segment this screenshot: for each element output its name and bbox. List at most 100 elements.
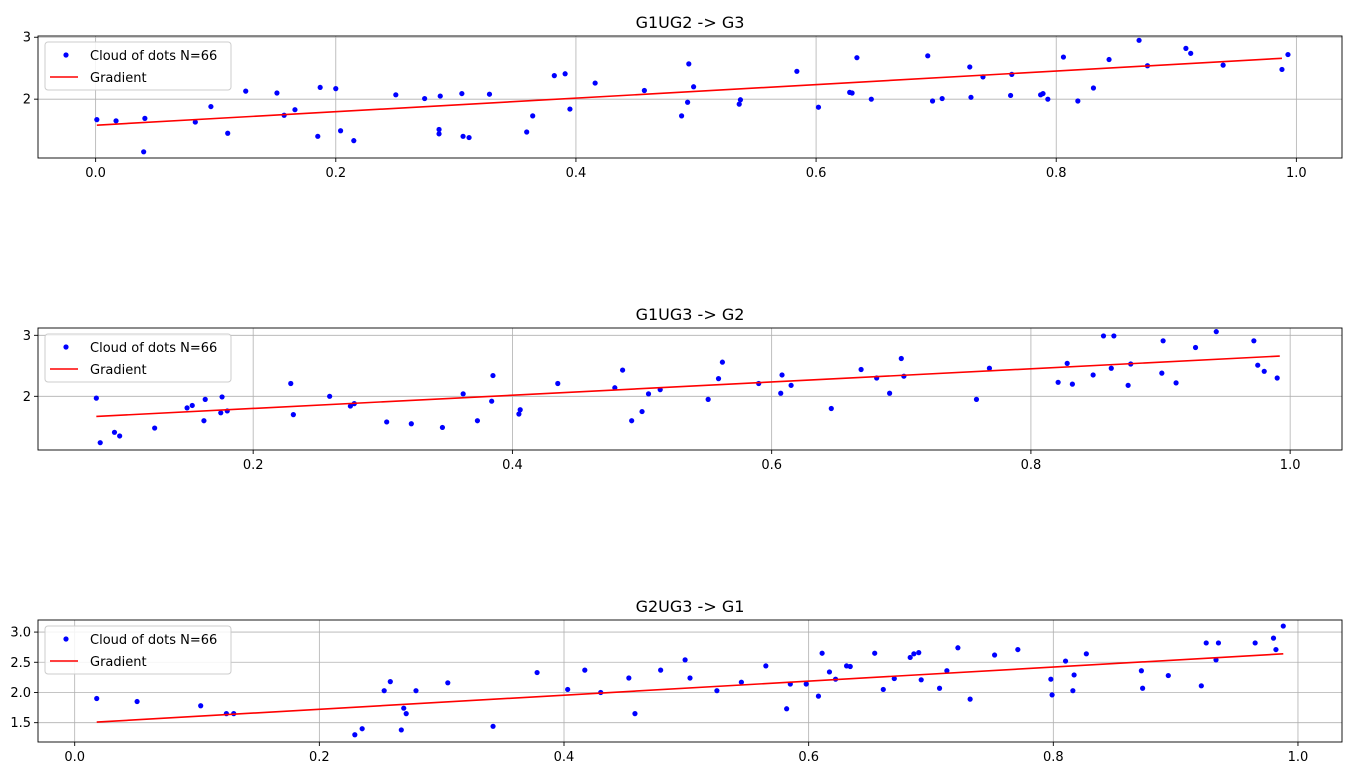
data-point [562,71,568,77]
legend: Cloud of dots N=66 Gradient [44,625,232,675]
data-point [387,679,393,685]
data-point [327,393,333,399]
data-point [490,372,496,379]
legend-dot-marker [63,52,69,58]
data-point [1252,640,1258,646]
data-point [117,433,123,439]
data-point [445,680,451,686]
x-tick-label: 0.8 [1021,458,1042,473]
data-point [639,408,645,415]
gradient-line [96,57,1283,126]
data-point [1015,646,1021,653]
data-point [315,133,321,139]
gradient-line [96,653,1284,723]
data-point [1183,45,1189,51]
data-point [401,705,407,711]
data-point [351,138,357,144]
data-point [94,117,100,123]
chart-panel-1: G1UG2 -> G3 0.0 0.2 0.4 0.6 0.8 1.0 2 3 Cloud of … [23,13,1343,181]
data-point [1100,333,1107,339]
data-point [152,425,158,431]
data-point [887,390,893,396]
legend-box [44,41,232,91]
x-tick-label: 0.6 [798,750,819,765]
data-point [891,675,897,682]
plot-area [94,623,1286,738]
data-point [784,706,790,712]
data-point [422,95,428,102]
data-point [849,90,855,96]
data-point [1279,66,1285,73]
data-point [854,55,860,61]
data-point [686,61,692,67]
dot-series [94,623,1286,738]
data-point [486,91,493,97]
data-point [612,385,618,391]
data-point [1071,672,1077,678]
data-point [1049,692,1055,698]
data-point [413,688,419,694]
data-point [678,113,685,119]
data-point [381,688,387,694]
data-point [936,685,943,691]
data-point [437,93,443,99]
data-point [1138,668,1144,674]
data-point [778,390,784,396]
data-point [1083,651,1089,657]
data-point [1069,381,1075,387]
gradient-line [96,355,1280,418]
data-point [288,380,294,387]
y-tick-label: 3 [23,31,31,46]
data-point [763,663,769,669]
data-point [872,650,878,656]
data-point [684,99,691,105]
data-point [803,681,809,687]
data-point [691,84,697,90]
y-tick-label: 1.5 [10,716,31,731]
data-point [393,92,399,98]
grid-lines [38,328,1342,450]
plot-area [94,37,1291,155]
y-tick-label: 2.0 [10,686,31,701]
grid-lines [38,36,1342,158]
legend-label-gradient: Gradient [90,655,147,670]
data-point [1220,62,1226,68]
data-point [715,376,722,382]
data-point [439,424,446,431]
data-point [474,418,481,424]
data-point [94,695,100,702]
data-point [828,405,834,412]
data-point [1108,365,1114,371]
data-point [460,391,466,397]
data-point [1255,362,1261,368]
data-point [736,101,742,107]
data-point [218,410,224,416]
data-point [243,88,249,94]
legend-label-gradient: Gradient [90,71,147,86]
x-tick-label: 0.2 [325,166,346,181]
x-tick-label: 1.0 [1288,750,1309,765]
data-point [524,129,530,135]
chart-panel-3: G2UG3 -> G1 0.0 0.2 0.4 0.6 0.8 1.0 1.5 2.0 2.5 3.… [10,597,1343,765]
x-tick-label: 0.4 [566,166,587,181]
data-point [225,130,231,136]
data-point [93,395,99,401]
data-point [658,667,664,673]
data-point [1215,640,1222,646]
data-point [986,365,993,371]
data-point [1064,360,1070,366]
data-point [134,698,140,705]
data-point [555,380,561,387]
data-point [111,429,118,435]
data-point [198,703,204,709]
data-point [1075,98,1081,104]
legend-dot-marker [63,636,69,642]
data-point [565,686,571,693]
data-point [939,95,945,102]
data-point [898,355,904,362]
data-point [1045,96,1051,102]
data-point [968,94,974,100]
data-point [192,119,198,125]
legend-label-dots: Cloud of dots N=66 [90,49,217,64]
